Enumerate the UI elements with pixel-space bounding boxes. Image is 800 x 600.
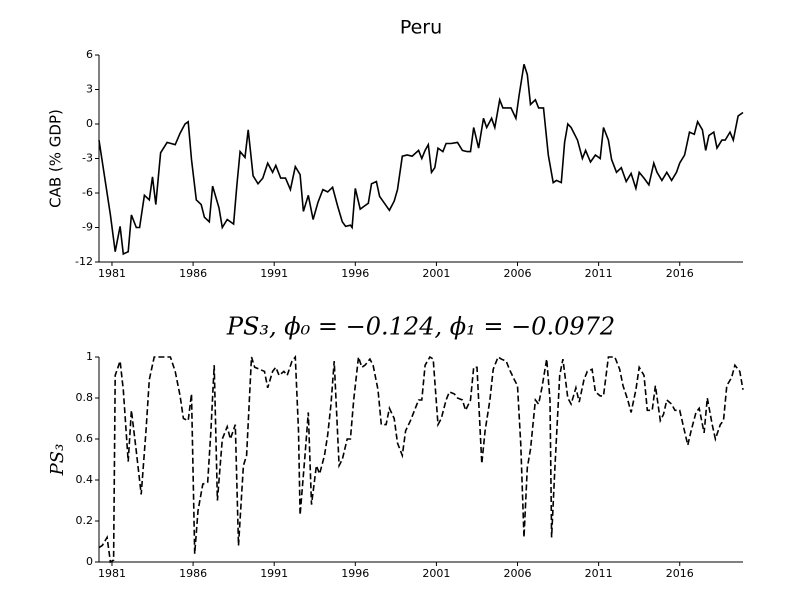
y-tick-label: 3: [86, 83, 93, 96]
x-tick-label: 2011: [585, 267, 613, 280]
y-tick-label: 0.8: [76, 391, 94, 404]
y-tick-label: -6: [82, 186, 93, 199]
x-tick-label: 1986: [179, 267, 207, 280]
x-tick-label: 1991: [260, 267, 288, 280]
x-tick-label: 1981: [98, 567, 126, 580]
y-tick-label: 0.2: [76, 514, 94, 527]
y-tick-label: 0.6: [76, 432, 94, 445]
x-tick-label: 2001: [422, 267, 450, 280]
x-tick-label: 2011: [585, 567, 613, 580]
x-tick-label: 1991: [260, 567, 288, 580]
x-tick-label: 2016: [666, 567, 694, 580]
x-tick-label: 2001: [422, 567, 450, 580]
y-tick-label: -3: [82, 152, 93, 165]
y-tick-label: 6: [86, 48, 93, 61]
data-line: [98, 63, 744, 256]
y-tick-label: -9: [82, 221, 93, 234]
data-line: [98, 354, 744, 564]
x-tick-label: 2006: [504, 567, 532, 580]
chart-title: PS₃, ϕ₀ = −0.124, ϕ₁ = −0.0972: [226, 313, 615, 341]
y-axis-label: PS₃: [47, 444, 68, 477]
x-tick-label: 1996: [341, 267, 369, 280]
x-tick-label: 1981: [98, 267, 126, 280]
chart-title: Peru: [400, 17, 442, 39]
x-tick-label: 1986: [179, 567, 207, 580]
x-tick-label: 2016: [666, 267, 694, 280]
y-tick-label: 0: [86, 555, 93, 568]
x-tick-label: 2006: [504, 267, 532, 280]
y-tick-label: 1: [86, 350, 93, 363]
y-tick-label: -12: [75, 255, 93, 268]
y-axis-label: CAB (% GDP): [47, 109, 65, 208]
y-tick-label: 0: [86, 117, 93, 130]
x-tick-label: 1996: [341, 567, 369, 580]
y-tick-label: 0.4: [76, 473, 94, 486]
